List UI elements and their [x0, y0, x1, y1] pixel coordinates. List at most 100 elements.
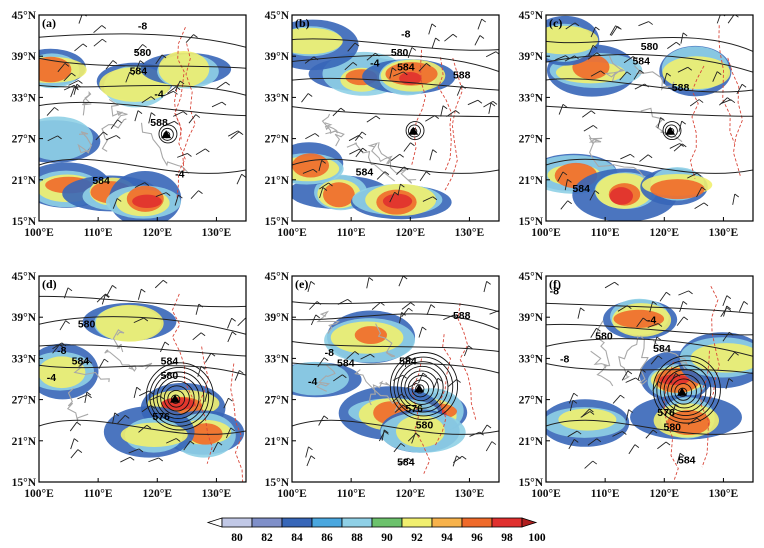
wind-barb-flag	[500, 310, 504, 313]
rh-shading-b-4	[399, 71, 422, 85]
wind-barb-flag	[565, 55, 570, 60]
colorbar-tick-label: 98	[501, 532, 513, 544]
x-tick-label: 100°E	[277, 488, 307, 500]
wind-barb-flag	[200, 332, 206, 337]
wind-barb-flag	[400, 183, 405, 188]
wind-barb	[392, 71, 404, 77]
wind-barb-flag	[562, 171, 568, 176]
x-tick-label: 100°E	[24, 488, 54, 500]
wind-barb-flag	[595, 26, 600, 31]
wind-barb-flag	[73, 85, 79, 89]
wind-barb	[590, 327, 597, 338]
wind-barb	[679, 301, 684, 312]
typhoon-contour	[663, 369, 707, 413]
y-tick-label: 15°N	[12, 216, 37, 228]
wind-barb-flag	[600, 70, 605, 75]
wind-barb	[456, 85, 462, 96]
temperature-dashed-line	[700, 350, 710, 468]
wind-barb	[360, 353, 371, 360]
wind-barb-flag	[221, 101, 227, 106]
wind-barb	[620, 153, 631, 160]
wind-barb-flag	[205, 148, 210, 153]
wind-barb-flag	[574, 22, 580, 27]
x-tick-label: 100°E	[277, 227, 307, 239]
height-contour	[39, 57, 246, 69]
wind-barb-flag	[210, 352, 216, 357]
contour-label: -8	[550, 285, 559, 297]
contour-label: 584	[130, 66, 148, 78]
height-contour	[546, 105, 753, 117]
temperature-dashed-line	[444, 57, 463, 191]
wind-barb	[634, 83, 645, 90]
wind-barb-flag	[675, 403, 680, 408]
wind-barb	[134, 110, 139, 122]
panel-e: 588-8584-4584576580584(e)15°N21°N27°N33°…	[265, 271, 504, 500]
contour-label: -4	[154, 88, 163, 100]
temperature-dashed-line	[718, 25, 735, 144]
wind-barb	[569, 400, 574, 412]
wind-barb	[657, 117, 661, 129]
rh-shading-a-3	[39, 56, 72, 83]
wind-barb-flag	[572, 399, 578, 404]
contour-label: -4	[308, 376, 317, 388]
wind-barb-flag	[71, 72, 76, 77]
wind-barb-flag	[666, 72, 671, 77]
wind-barb	[167, 86, 177, 94]
wind-barb-flag	[175, 438, 181, 442]
wind-barb-flag	[644, 83, 649, 88]
wind-barb-flag	[74, 86, 79, 91]
wind-barb-flag	[150, 96, 156, 100]
height-contour	[546, 363, 753, 374]
x-tick-label: 110°E	[591, 227, 620, 239]
wind-barb	[444, 33, 454, 42]
colorbar-tick-label: 82	[261, 532, 273, 544]
wind-barb	[676, 316, 685, 326]
wind-barb-flag	[589, 408, 594, 413]
x-tick-label: 100°E	[531, 227, 561, 239]
wind-barb-flag	[179, 80, 185, 85]
wind-barb	[557, 171, 564, 182]
x-tick-label: 130°E	[709, 227, 739, 239]
wind-barb-flag	[101, 25, 107, 29]
contour-label: -8	[401, 29, 410, 41]
panel-b: -8 580 584 -4 588 584 (b) 15°N 21°N 27°N 33°N 39°N 4…	[265, 10, 500, 239]
colorbar-tick-label: 94	[441, 532, 453, 544]
panel-plot-area: 580 584 588 584	[546, 15, 753, 221]
rh-shading-f-2	[613, 309, 665, 328]
y-tick-label: 27°N	[519, 134, 544, 146]
wind-barb	[401, 302, 411, 310]
wind-barb-flag	[384, 430, 389, 435]
colorbar-high-triangle	[521, 517, 538, 528]
wind-barb-flag	[682, 32, 688, 37]
wind-barb-flag	[308, 446, 313, 451]
y-tick-label: 27°N	[12, 395, 37, 407]
wind-barb-flag	[104, 294, 110, 298]
wind-barb	[418, 326, 423, 338]
wind-barb	[696, 186, 703, 198]
typhoon-contour	[145, 362, 214, 431]
wind-barb-flag	[596, 52, 602, 57]
wind-barb-flag	[380, 302, 385, 306]
x-tick-label: 110°E	[591, 488, 620, 500]
wind-barb	[722, 332, 730, 342]
wind-barb-flag	[323, 357, 329, 362]
colorbar-swatch	[341, 517, 373, 528]
wind-barb-flag	[426, 62, 431, 67]
wind-barb	[197, 366, 202, 377]
panel-frame	[545, 275, 754, 483]
wind-barb	[337, 298, 348, 305]
wind-barb-flag	[696, 172, 702, 177]
wind-barb	[70, 86, 75, 98]
wind-barb	[712, 71, 718, 82]
wind-barb	[63, 287, 69, 299]
wind-barb-flag	[648, 21, 653, 25]
wind-barb-flag	[354, 42, 360, 47]
wind-barb	[582, 110, 592, 118]
panel-frame	[38, 14, 247, 222]
wind-barb	[73, 84, 78, 95]
wind-barb	[590, 70, 601, 77]
wind-barb-flag	[403, 71, 408, 76]
wind-barb-flag	[124, 415, 130, 419]
temperature-dashed-line	[182, 43, 196, 172]
wind-barb	[667, 41, 677, 49]
